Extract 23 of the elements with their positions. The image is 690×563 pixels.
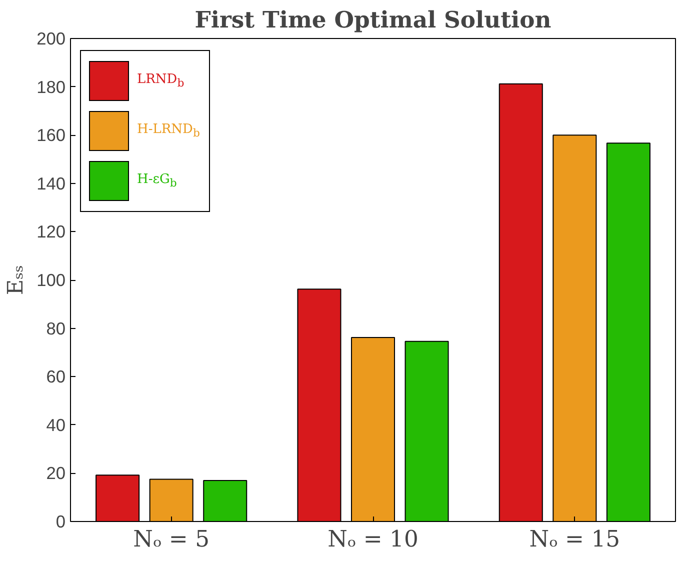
bar: [498, 83, 543, 522]
x-tick-label: Nₒ = 15: [529, 526, 620, 552]
y-tick-label: 0: [56, 512, 66, 532]
y-tick-label: 80: [46, 318, 66, 338]
legend: LRND$_{b}$ H-LRND$_{b}$ H-εG$_{b}$: [80, 50, 210, 212]
y-tick-label: 60: [46, 366, 66, 387]
chart-title: First Time Optimal Solution: [194, 8, 552, 34]
y-tick-label: 100: [36, 270, 66, 290]
y-tick-label: 180: [36, 76, 66, 97]
bar: [96, 474, 140, 522]
x-tick-label: Nₒ = 10: [328, 526, 418, 552]
y-tick-label: 120: [36, 222, 66, 242]
bar: [404, 340, 449, 522]
y-tick-label: 140: [36, 173, 66, 194]
bar: [203, 480, 248, 522]
y-tick-label: 200: [36, 28, 66, 48]
y-tick-label: 40: [46, 414, 66, 435]
bar: [606, 142, 650, 522]
y-axis-title: Eₛₛ: [4, 265, 29, 295]
bar: [297, 288, 342, 522]
y-tick-label: 20: [46, 463, 66, 484]
x-tick-label: Nₒ = 5: [133, 526, 210, 552]
y-tick-label: 160: [36, 125, 66, 146]
